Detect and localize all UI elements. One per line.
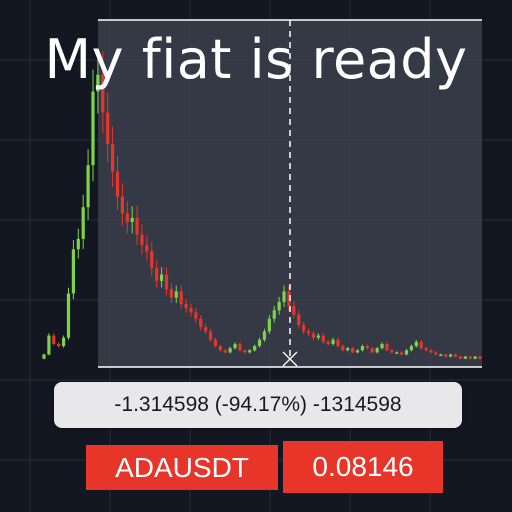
- candle-body: [444, 354, 447, 356]
- measurement-tooltip: -1.314598 (-94.17%) -1314598: [54, 382, 462, 428]
- candle-body: [331, 340, 334, 344]
- candle-body: [204, 327, 207, 331]
- candle-body: [376, 348, 379, 352]
- candle-body: [184, 304, 187, 308]
- candle-body: [145, 245, 148, 251]
- candle-body: [209, 331, 212, 339]
- candle-body: [356, 350, 359, 352]
- symbol-badge: ADAUSDT: [86, 445, 278, 490]
- candle-body: [189, 308, 192, 312]
- candle-body: [454, 354, 457, 356]
- candle-body: [155, 268, 158, 281]
- candle-body: [317, 336, 320, 338]
- candle-body: [366, 346, 369, 348]
- candle-body: [336, 340, 339, 346]
- candle-body: [224, 350, 227, 352]
- candle-body: [121, 197, 124, 214]
- price-badge: 0.08146: [283, 441, 443, 493]
- candle-body: [86, 165, 89, 207]
- candle-body: [57, 344, 60, 346]
- candle-body: [410, 346, 413, 350]
- candle-body: [175, 291, 178, 297]
- candle-body: [449, 354, 452, 356]
- candle-body: [194, 312, 197, 318]
- candle-body: [420, 342, 423, 348]
- candle-body: [405, 350, 408, 354]
- candle-body: [253, 346, 256, 350]
- candle-body: [351, 348, 354, 352]
- candle-body: [439, 354, 442, 356]
- candle-body: [327, 342, 330, 344]
- candle-body: [233, 344, 236, 348]
- candle-body: [464, 357, 467, 359]
- candle-body: [67, 293, 70, 337]
- candle-body: [282, 291, 285, 302]
- candle-body: [297, 315, 300, 326]
- candle-body: [150, 251, 153, 268]
- candle-body: [47, 336, 50, 355]
- candle-body: [180, 291, 183, 304]
- candle-body: [219, 346, 222, 350]
- candle-body: [361, 346, 364, 350]
- candle-body: [62, 338, 65, 346]
- candle-body: [42, 354, 45, 358]
- candle-body: [248, 350, 251, 352]
- candle-body: [469, 357, 472, 359]
- candle-body: [395, 352, 398, 354]
- candle-body: [106, 113, 109, 145]
- meme-caption: My fiat is ready: [0, 20, 512, 100]
- candle-body: [390, 350, 393, 352]
- candle-body: [273, 310, 276, 318]
- candle-body: [278, 302, 281, 310]
- candle-body: [170, 289, 173, 297]
- candle-body: [72, 249, 75, 293]
- candle-body: [243, 350, 246, 352]
- candle-body: [380, 344, 383, 348]
- candle-body: [434, 352, 437, 354]
- candle-body: [258, 340, 261, 346]
- candle-body: [199, 319, 202, 327]
- candle-body: [77, 239, 80, 250]
- candle-body: [302, 325, 305, 331]
- candle-body: [292, 306, 295, 314]
- candle-body: [140, 235, 143, 246]
- candle-body: [91, 92, 94, 166]
- candle-body: [429, 350, 432, 352]
- candle-body: [229, 348, 232, 352]
- candle-body: [371, 348, 374, 352]
- candle-body: [307, 331, 310, 333]
- candle-body: [135, 218, 138, 235]
- candle-body: [82, 207, 85, 239]
- candle-body: [312, 333, 315, 337]
- candle-body: [214, 340, 217, 346]
- candle-body: [268, 319, 271, 332]
- candle-body: [400, 352, 403, 354]
- candle-body: [111, 144, 114, 171]
- candle-body: [126, 214, 129, 222]
- candle-body: [346, 348, 349, 350]
- candle-body: [385, 344, 388, 350]
- candle-body: [116, 171, 119, 196]
- candle-body: [474, 357, 477, 359]
- candle-body: [322, 336, 325, 342]
- candle-body: [165, 275, 168, 290]
- candle-body: [263, 331, 266, 339]
- candle-body: [160, 275, 163, 281]
- candle-body: [341, 346, 344, 350]
- candle-body: [52, 336, 55, 344]
- candle-body: [478, 357, 481, 359]
- candle-body: [459, 357, 462, 359]
- candle-body: [425, 348, 428, 350]
- candle-body: [131, 218, 134, 222]
- candle-body: [415, 342, 418, 346]
- candle-body: [238, 344, 241, 350]
